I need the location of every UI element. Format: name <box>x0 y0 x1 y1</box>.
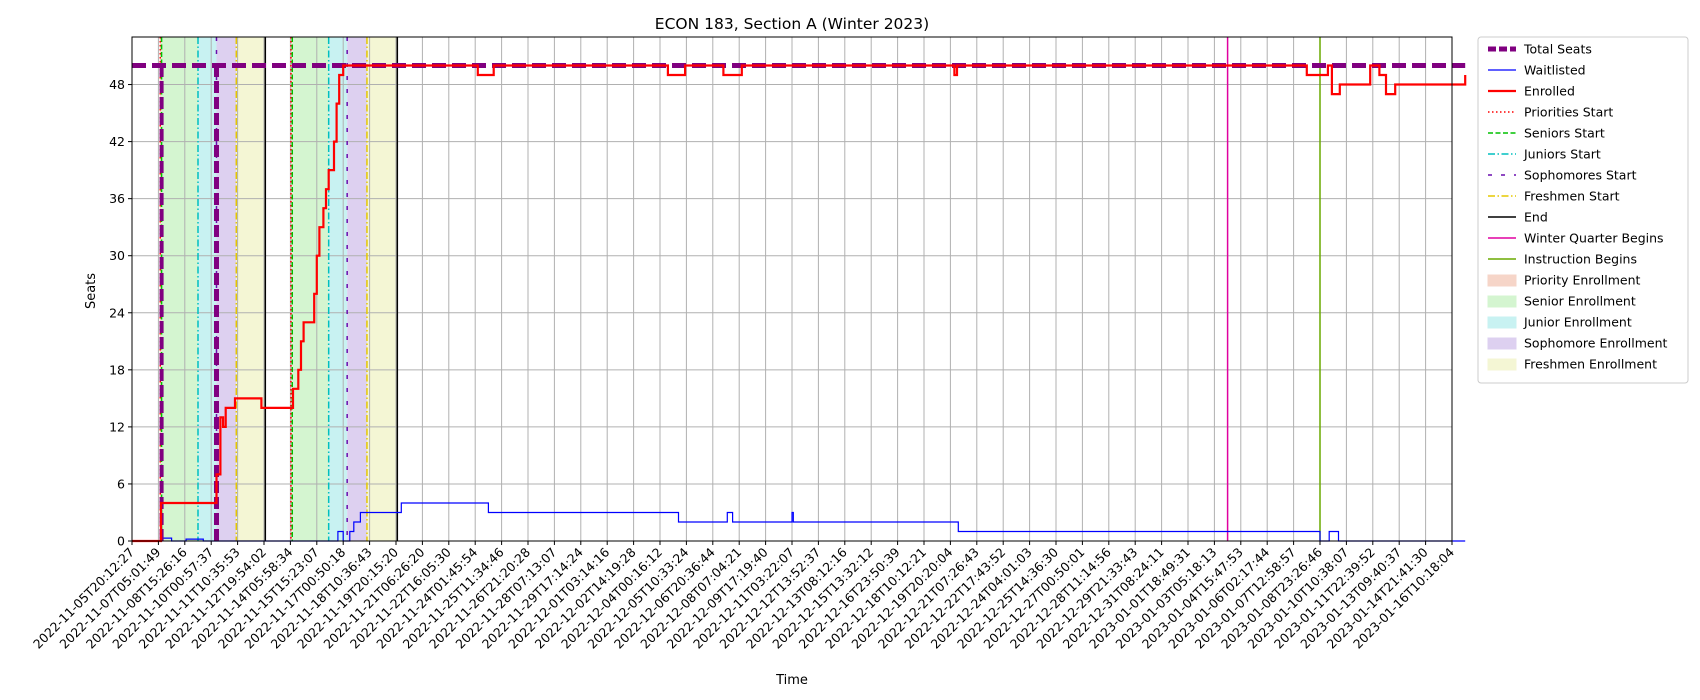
y-tick-label: 42 <box>109 134 125 149</box>
legend-label: Sophomores Start <box>1524 168 1637 183</box>
phase-band <box>161 37 198 541</box>
legend-label: End <box>1524 210 1548 225</box>
x-axis-label: Time <box>775 673 808 688</box>
y-tick-label: 48 <box>109 77 125 92</box>
phase-band <box>292 37 329 541</box>
y-tick-label: 24 <box>109 305 125 320</box>
legend-box <box>1477 36 1689 384</box>
y-tick-label: 6 <box>117 476 125 491</box>
legend-swatch <box>1487 316 1517 329</box>
enrolled-line <box>132 64 1467 543</box>
axis-ticks: 06121824303642482022-11-05T20:12:272022-… <box>30 77 1457 652</box>
legend-label: Freshmen Start <box>1524 189 1620 204</box>
y-tick-label: 36 <box>109 191 125 206</box>
legend-label: Juniors Start <box>1523 147 1601 162</box>
phase-band <box>236 37 266 541</box>
y-tick-label: 0 <box>117 534 125 549</box>
phase-band <box>366 37 398 541</box>
phase-band <box>216 37 237 541</box>
legend-label: Priorities Start <box>1524 105 1613 120</box>
phase-band <box>328 37 348 541</box>
y-tick-label: 18 <box>109 362 125 377</box>
grid <box>131 37 1453 542</box>
legend-label: Seniors Start <box>1524 126 1605 141</box>
legend-swatch <box>1487 274 1517 287</box>
legend: Total Seats Waitlisted Enrolled Priorities … <box>1477 36 1689 384</box>
legend-swatch <box>1487 337 1517 350</box>
legend-label: Sophomore Enrollment <box>1524 336 1668 351</box>
legend-label: Total Seats <box>1523 42 1592 57</box>
legend-label: Priority Enrollment <box>1524 273 1641 288</box>
legend-label: Freshmen Enrollment <box>1524 357 1657 372</box>
legend-label: Instruction Begins <box>1524 252 1637 267</box>
phase-band <box>198 37 217 541</box>
legend-label: Junior Enrollment <box>1523 315 1632 330</box>
legend-label: Senior Enrollment <box>1524 294 1636 309</box>
y-tick-label: 12 <box>109 419 125 434</box>
legend-label: Waitlisted <box>1524 63 1586 78</box>
legend-label: Winter Quarter Begins <box>1524 231 1664 246</box>
waitlisted-line <box>132 502 1466 542</box>
y-axis-label: Seats <box>84 273 99 309</box>
series-lines <box>132 63 1467 543</box>
legend-swatch <box>1487 358 1517 371</box>
enrollment-phase-bands <box>159 37 398 541</box>
y-tick-label: 30 <box>109 248 125 263</box>
legend-swatch <box>1487 295 1517 308</box>
legend-label: Enrolled <box>1524 84 1575 99</box>
chart-title: ECON 183, Section A (Winter 2023) <box>655 15 929 33</box>
phase-band <box>347 37 367 541</box>
